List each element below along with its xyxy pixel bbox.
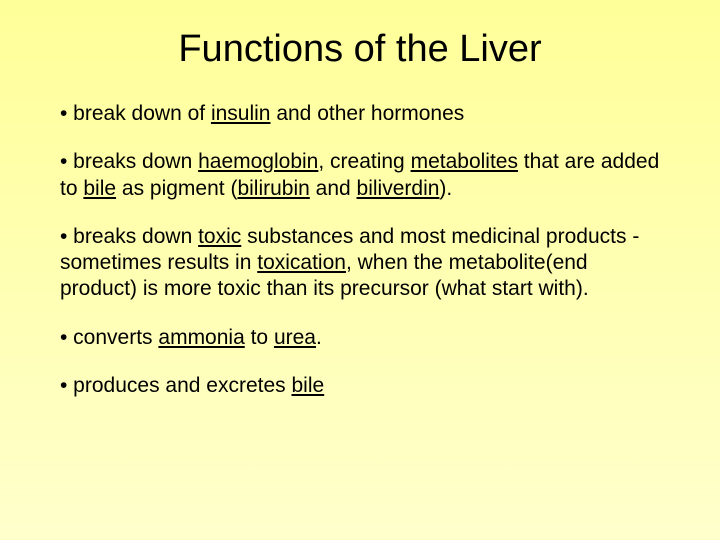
text-segment: • produces and excretes bbox=[60, 374, 291, 397]
text-segment: • breaks down bbox=[60, 225, 198, 248]
underlined-term: ammonia bbox=[158, 326, 244, 349]
text-segment: . bbox=[316, 326, 322, 349]
bullet-list: • break down of insulin and other hormon… bbox=[60, 101, 660, 399]
slide-title: Functions of the Liver bbox=[60, 28, 660, 71]
underlined-term: metabolites bbox=[411, 150, 518, 173]
text-segment: • breaks down bbox=[60, 150, 198, 173]
text-segment: and other hormones bbox=[270, 102, 464, 125]
underlined-term: biliverdin bbox=[357, 177, 440, 200]
bullet-item: • converts ammonia to urea. bbox=[60, 325, 660, 351]
underlined-term: toxic bbox=[198, 225, 241, 248]
text-segment: as pigment ( bbox=[116, 177, 237, 200]
text-segment: • converts bbox=[60, 326, 158, 349]
bullet-item: • breaks down toxic substances and most … bbox=[60, 224, 660, 303]
text-segment: and bbox=[310, 177, 357, 200]
slide-container: Functions of the Liver • break down of i… bbox=[0, 0, 720, 540]
text-segment: to bbox=[245, 326, 274, 349]
underlined-term: bile bbox=[291, 374, 324, 397]
underlined-term: bilirubin bbox=[237, 177, 309, 200]
underlined-term: bile bbox=[83, 177, 116, 200]
underlined-term: insulin bbox=[211, 102, 271, 125]
text-segment: • break down of bbox=[60, 102, 211, 125]
text-segment: ). bbox=[439, 177, 452, 200]
bullet-item: • breaks down haemoglobin, creating meta… bbox=[60, 149, 660, 202]
bullet-item: • produces and excretes bile bbox=[60, 373, 660, 399]
bullet-item: • break down of insulin and other hormon… bbox=[60, 101, 660, 127]
underlined-term: toxication bbox=[257, 251, 346, 274]
underlined-term: urea bbox=[274, 326, 316, 349]
text-segment: , creating bbox=[318, 150, 410, 173]
underlined-term: haemoglobin bbox=[198, 150, 318, 173]
